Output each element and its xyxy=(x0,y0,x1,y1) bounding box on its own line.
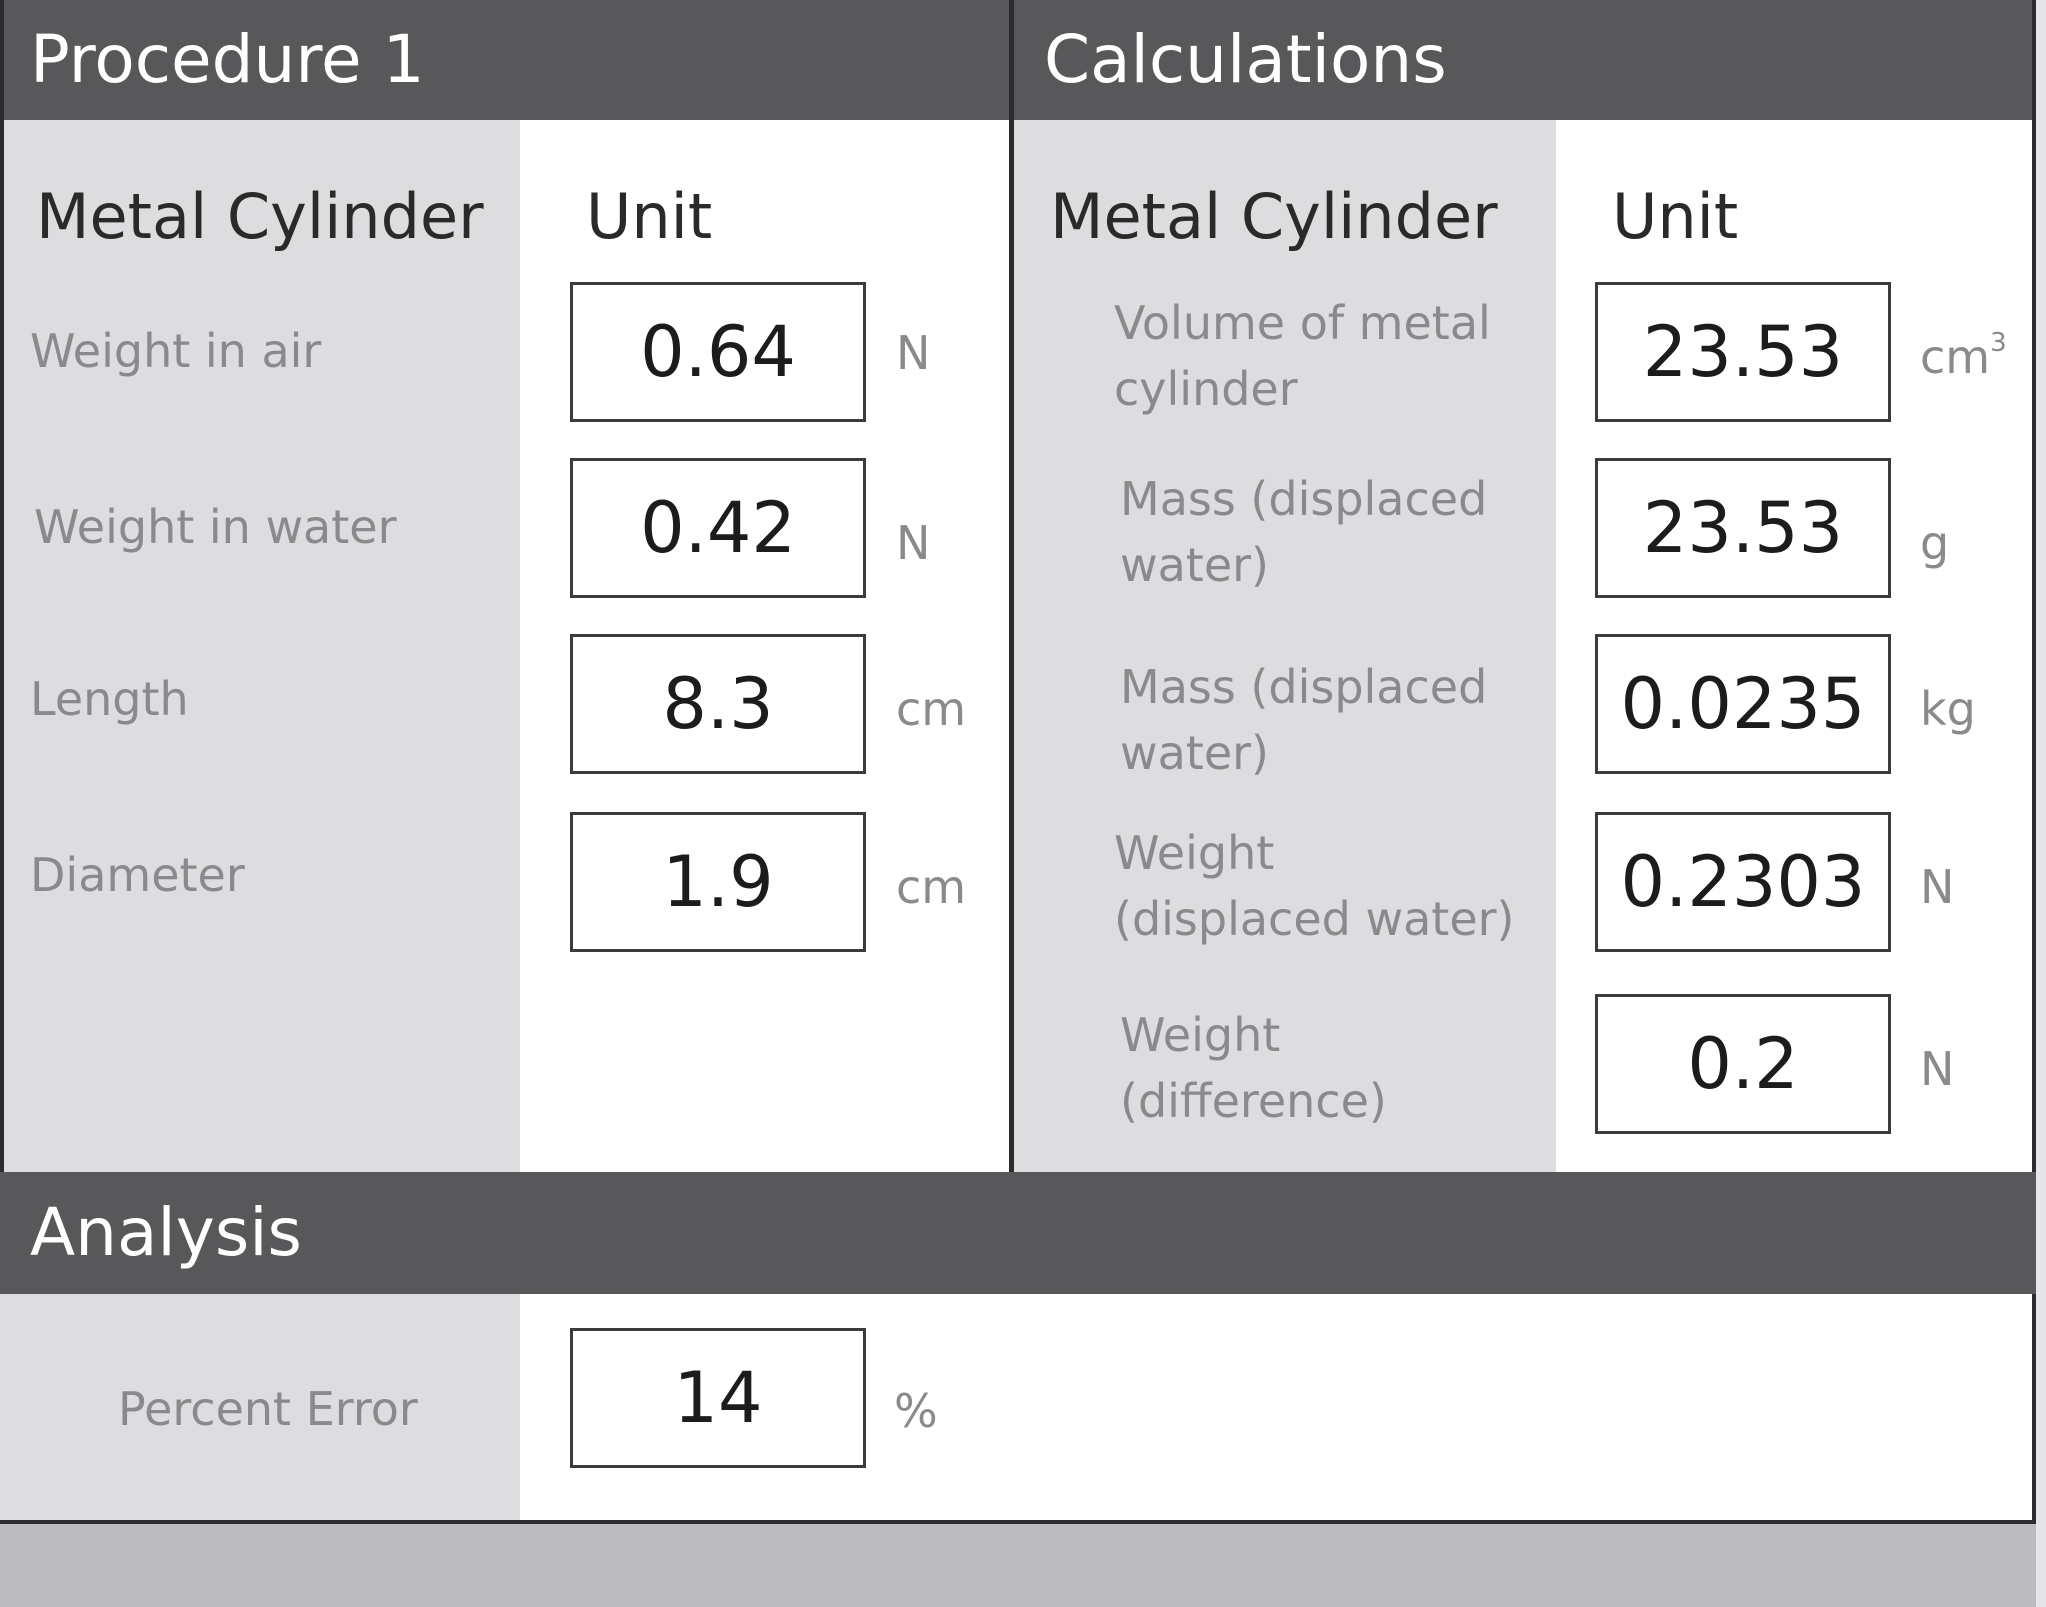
value-box-weight-difference: 0.2 xyxy=(1595,994,1891,1134)
label-mass-displaced-water-g: Mass (displaced water) xyxy=(1120,466,1487,598)
label-line: Weight xyxy=(1114,826,1275,880)
label-line: (displaced water) xyxy=(1114,892,1515,946)
left-border xyxy=(0,0,4,1520)
footer-strip xyxy=(0,1524,2036,1607)
label-line: water) xyxy=(1120,726,1270,780)
label-weight-difference: Weight (difference) xyxy=(1120,1002,1387,1134)
calculations-header: Calculations xyxy=(1014,0,2036,120)
procedure-label-column xyxy=(0,120,520,1172)
label-line: Volume of metal xyxy=(1114,296,1491,350)
label-percent-error: Percent Error xyxy=(118,1382,418,1436)
label-line: (difference) xyxy=(1120,1074,1387,1128)
unit-diameter: cm xyxy=(896,860,967,914)
unit-weight-in-air: N xyxy=(896,326,931,380)
value-box-volume: 23.53 xyxy=(1595,282,1891,422)
calculations-label-column xyxy=(1014,120,1556,1172)
label-weight-in-water: Weight in water xyxy=(34,500,397,554)
label-volume-of-metal-cylinder: Volume of metal cylinder xyxy=(1114,290,1491,422)
procedure-title: Procedure 1 xyxy=(30,21,425,98)
analysis-title: Analysis xyxy=(30,1194,302,1271)
procedure-header: Procedure 1 xyxy=(0,0,1014,120)
label-diameter: Diameter xyxy=(30,848,245,902)
value-box-weight-displaced: 0.2303 xyxy=(1595,812,1891,952)
value-box-weight-in-air: 0.64 xyxy=(570,282,866,422)
analysis-label-column xyxy=(0,1294,520,1520)
value-box-mass-g: 23.53 xyxy=(1595,458,1891,598)
calculations-column-header: Metal Cylinder xyxy=(1050,180,1498,253)
unit-weight-in-water: N xyxy=(896,516,931,570)
right-border xyxy=(2032,0,2036,1520)
unit-volume: cm3 xyxy=(1920,330,2007,380)
label-line: Mass (displaced xyxy=(1120,472,1488,526)
section-divider xyxy=(1009,0,1014,1172)
unit-mass-kg: kg xyxy=(1920,682,1976,736)
unit-mass-g: g xyxy=(1920,516,1950,570)
analysis-header: Analysis xyxy=(0,1172,2036,1294)
value-box-percent-error: 14 xyxy=(570,1328,866,1468)
unit-weight-difference: N xyxy=(1920,1042,1955,1096)
label-length: Length xyxy=(30,672,189,726)
label-line: Mass (displaced xyxy=(1120,660,1488,714)
calculations-unit-header: Unit xyxy=(1612,180,1739,253)
calculations-title: Calculations xyxy=(1044,21,1447,98)
value-box-length: 8.3 xyxy=(570,634,866,774)
label-mass-displaced-water-kg: Mass (displaced water) xyxy=(1120,654,1487,786)
unit-length: cm xyxy=(896,682,967,736)
value-box-mass-kg: 0.0235 xyxy=(1595,634,1891,774)
label-line: Weight xyxy=(1120,1008,1281,1062)
bottom-rule xyxy=(0,1520,2036,1524)
procedure-column-header: Metal Cylinder xyxy=(36,180,484,253)
label-line: water) xyxy=(1120,538,1270,592)
label-weight-displaced-water: Weight (displaced water) xyxy=(1114,820,1514,952)
right-margin xyxy=(2036,0,2046,1607)
label-weight-in-air: Weight in air xyxy=(30,324,322,378)
label-line: cylinder xyxy=(1114,362,1298,416)
unit-superscript: 3 xyxy=(1990,328,2007,358)
procedure-unit-header: Unit xyxy=(586,180,713,253)
value-box-weight-in-water: 0.42 xyxy=(570,458,866,598)
unit-text: cm xyxy=(1920,330,1991,384)
unit-percent: % xyxy=(894,1384,938,1438)
unit-weight-displaced: N xyxy=(1920,860,1955,914)
value-box-diameter: 1.9 xyxy=(570,812,866,952)
